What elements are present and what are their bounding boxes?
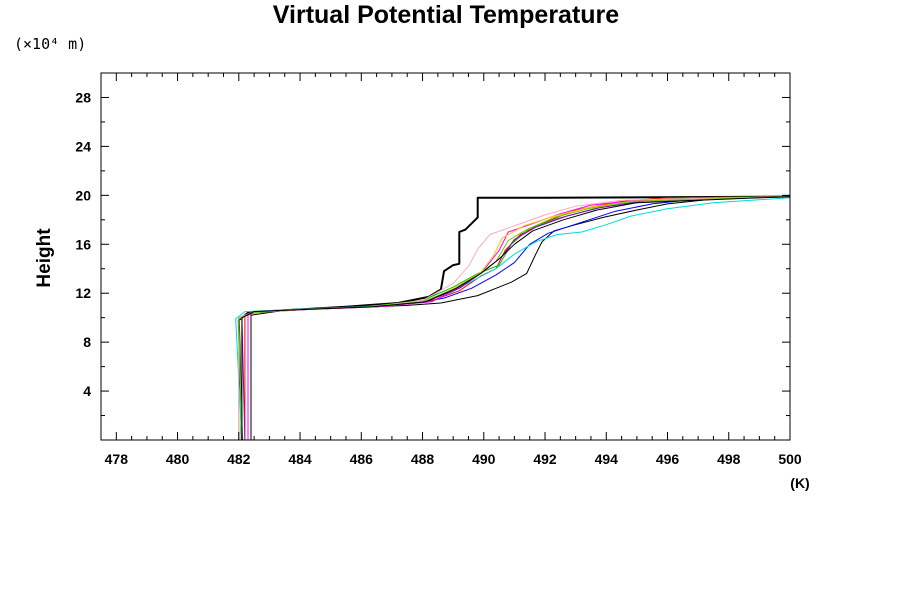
x-axis-unit: (K) [790, 475, 809, 491]
x-tick-label: 482 [227, 451, 251, 467]
x-tick-label: 486 [350, 451, 374, 467]
x-tick-label: 478 [105, 451, 129, 467]
x-tick-label: 496 [656, 451, 680, 467]
y-tick-label: 24 [75, 138, 91, 154]
plot-frame [100, 72, 791, 441]
plot-area: 478 480 482 484 486 488 490 492 494 496 498 500 4 8 12… [75, 72, 802, 467]
y-tick-label: 16 [75, 236, 91, 252]
x-tick-label: 488 [411, 451, 435, 467]
x-tick-label: 500 [778, 451, 802, 467]
y-axis-label: Height [34, 228, 55, 288]
x-tick-label: 484 [288, 451, 312, 467]
y-tick-label: 4 [83, 383, 91, 399]
y-axis-unit: (×10⁴ m) [14, 35, 86, 53]
series-layer [235, 195, 791, 441]
y-tick-label: 12 [75, 285, 91, 301]
x-tick-label: 480 [166, 451, 190, 467]
ticks-layer: 478 480 482 484 486 488 490 492 494 496 498 500 4 8 12… [75, 73, 802, 467]
x-tick-label: 490 [472, 451, 496, 467]
y-tick-label: 20 [75, 187, 91, 203]
y-tick-label: 8 [83, 334, 91, 350]
x-tick-label: 494 [595, 451, 619, 467]
series-line-12 [241, 196, 791, 440]
chart-title: Virtual Potential Temperature [273, 1, 619, 29]
x-tick-label: 498 [717, 451, 741, 467]
x-tick-label: 492 [533, 451, 557, 467]
y-tick-label: 28 [75, 89, 91, 105]
